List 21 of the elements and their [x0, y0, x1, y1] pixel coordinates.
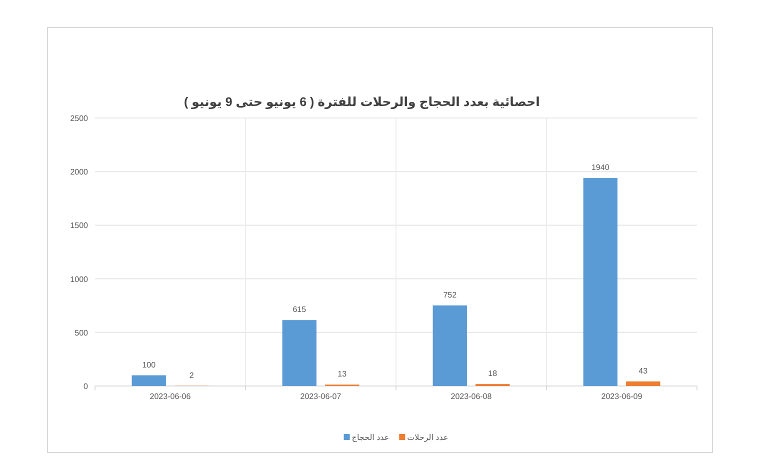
- data-label: 752: [443, 290, 457, 300]
- x-tick-label: 2023-06-09: [601, 392, 642, 401]
- data-label: 13: [338, 370, 347, 379]
- y-tick-label: 500: [74, 328, 88, 338]
- y-tick-label: 1500: [70, 221, 88, 230]
- y-tick-label: 1000: [70, 274, 88, 284]
- legend-label: عدد الرحلات: [407, 433, 448, 442]
- x-tick-label: 2023-06-06: [150, 392, 191, 401]
- data-label: 2: [189, 370, 194, 380]
- legend-label: عدد الحجاج: [352, 433, 390, 442]
- y-tick-label: 2000: [70, 168, 88, 177]
- y-tick-label: 2500: [70, 114, 88, 123]
- data-label: 615: [292, 305, 306, 314]
- x-tick-label: 2023-06-08: [450, 392, 492, 401]
- title: احصائية بعدد الحجاج والرحلات للفترة ( 6 يونيو حتى 9 يونيو ): [184, 95, 540, 109]
- x-tick-label: 2023-06-07: [300, 392, 342, 401]
- y-tick-label: 0: [84, 382, 88, 391]
- data-label: 1940: [591, 163, 610, 172]
- data-label: 100: [142, 360, 156, 370]
- data-label: 43: [638, 366, 648, 376]
- data-label: 18: [488, 369, 498, 378]
